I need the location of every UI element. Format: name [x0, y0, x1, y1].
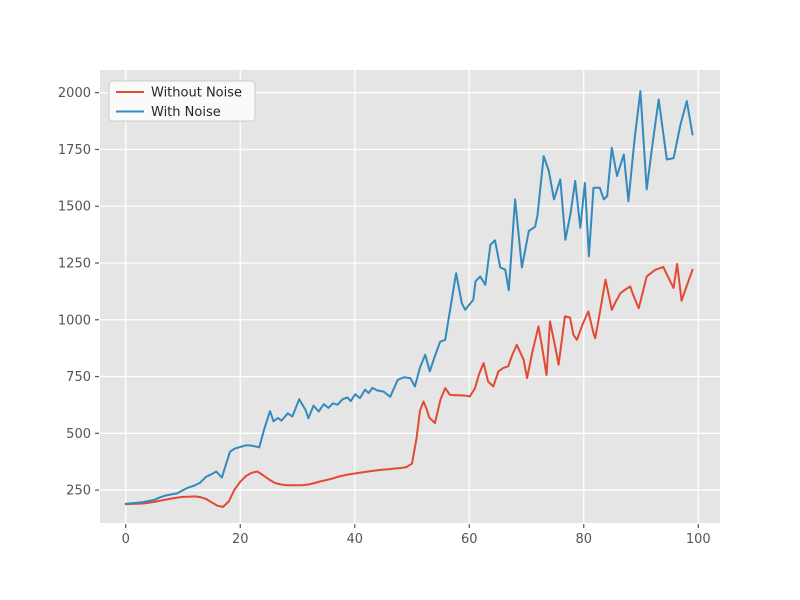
x-tick-label: 40	[346, 532, 363, 547]
legend-label-with-noise: With Noise	[151, 105, 221, 120]
x-tick-label: 0	[122, 532, 130, 547]
plot-background	[100, 70, 720, 523]
y-tick-label: 2000	[58, 86, 91, 101]
y-tick-label: 1500	[58, 200, 91, 215]
x-tick-label: 20	[232, 532, 249, 547]
series-line-without-noise	[124, 262, 694, 508]
y-tick-label: 1000	[58, 313, 91, 328]
legend-label-without-noise: Without Noise	[151, 86, 242, 101]
series-line-with-noise	[124, 90, 694, 505]
y-tick-label: 1250	[58, 257, 91, 272]
y-tick-label: 1750	[58, 143, 91, 158]
y-tick-label: 500	[66, 427, 91, 442]
x-tick-label: 80	[575, 532, 592, 547]
x-tick-label: 100	[686, 532, 711, 547]
y-tick-label: 750	[66, 370, 91, 385]
y-tick-label: 250	[66, 484, 91, 499]
legend-box	[108, 80, 256, 122]
x-tick-label: 60	[461, 532, 478, 547]
